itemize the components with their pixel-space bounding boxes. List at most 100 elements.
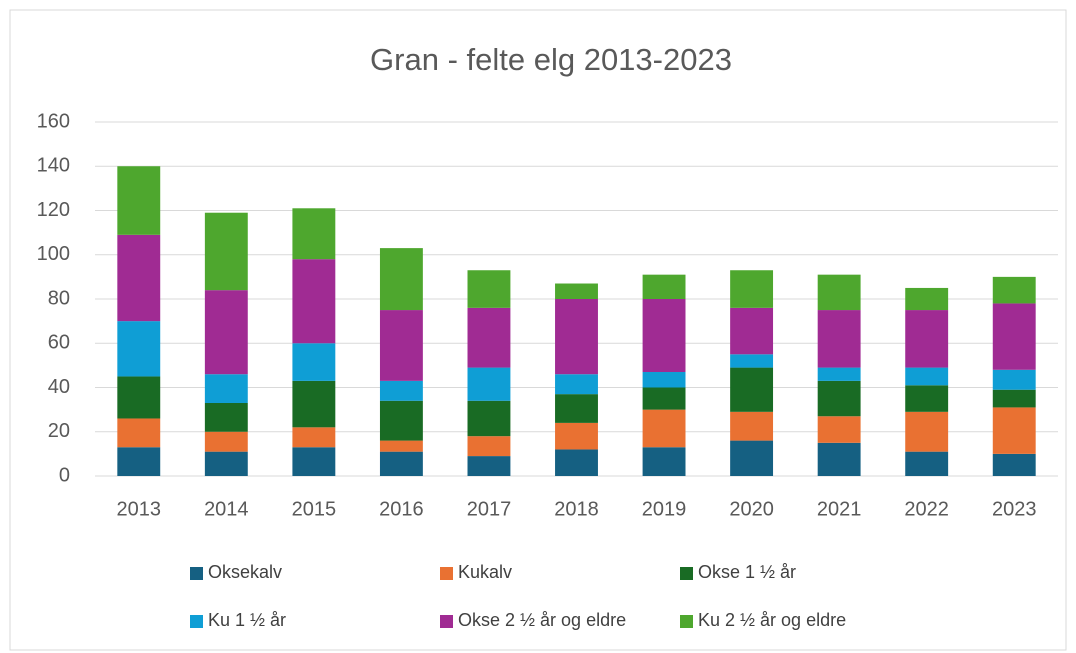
bar-segment: [379, 440, 423, 452]
legend-label: Ku 1 ½ år: [208, 610, 286, 630]
bar-segment: [555, 394, 598, 423]
bar-segment: [467, 456, 511, 476]
bar-segment: [555, 422, 598, 450]
bar-segment: [817, 380, 861, 417]
x-tick-label: 2017: [467, 498, 512, 520]
y-tick-label: 80: [48, 287, 70, 309]
bar-segment: [730, 440, 774, 476]
bar-segment: [467, 270, 511, 308]
x-tick-label: 2020: [729, 498, 774, 520]
bar-segment: [204, 402, 248, 432]
bar-segment: [292, 380, 336, 428]
legend-label: Kukalv: [458, 562, 512, 582]
bar-segment: [730, 354, 774, 368]
legend-swatch: [190, 567, 203, 580]
bar-segment: [905, 411, 949, 452]
y-tick-label: 0: [59, 464, 70, 486]
bar-segment: [992, 303, 1036, 370]
bar-segment: [992, 407, 1036, 454]
bar-segment: [642, 299, 686, 373]
bar-segment: [992, 453, 1036, 476]
chart-title: Gran - felte elg 2013-2023: [370, 42, 732, 77]
x-tick-label: 2015: [292, 498, 337, 520]
x-tick-label: 2021: [817, 498, 862, 520]
bar-segment: [555, 449, 598, 476]
y-tick-label: 40: [48, 376, 70, 398]
bar-segment: [905, 287, 949, 311]
bar-segment: [379, 310, 423, 381]
bar-segment: [292, 343, 336, 381]
bar-segment: [642, 274, 686, 299]
y-tick-label: 60: [48, 332, 70, 354]
x-tick-label: 2019: [642, 498, 687, 520]
bar-segment: [467, 367, 511, 401]
bar-segment: [905, 367, 949, 386]
y-tick-label: 20: [48, 420, 70, 442]
bar-segment: [379, 451, 423, 476]
bar-segment: [117, 321, 161, 377]
bar-segment: [992, 369, 1036, 390]
bar-segment: [292, 208, 336, 260]
legend-label: Oksekalv: [208, 562, 282, 582]
legend-swatch: [440, 615, 453, 628]
bar-segment: [204, 290, 248, 375]
x-tick-label: 2018: [554, 498, 599, 520]
bar-segment: [817, 416, 861, 443]
x-tick-label: 2016: [379, 498, 424, 520]
legend: Oksekalv Kukalv Okse 1 ½ år Ku 1 ½ år Okse 2…: [190, 562, 846, 630]
legend-label: Okse 1 ½ år: [698, 562, 796, 582]
legend-swatch: [680, 615, 693, 628]
x-tick-label: 2014: [204, 498, 249, 520]
bar-segment: [467, 307, 511, 368]
y-tick-label: 120: [37, 199, 70, 221]
bar-segment: [117, 447, 161, 476]
bar-segment: [379, 400, 423, 441]
bar-segment: [730, 307, 774, 355]
bar-segment: [730, 367, 774, 412]
bar-segment: [817, 274, 861, 311]
legend-swatch: [440, 567, 453, 580]
bar-segment: [117, 234, 161, 322]
chart-border: [9, 9, 1067, 651]
bar-segment: [730, 270, 774, 308]
bar-segment: [117, 376, 161, 419]
legend-swatch: [190, 615, 203, 628]
y-tick-label: 100: [37, 243, 70, 265]
bar-segment: [467, 436, 511, 457]
bar-segment: [905, 310, 949, 368]
legend-swatch: [680, 567, 693, 580]
bar-segment: [117, 418, 161, 448]
bar-segment: [992, 389, 1036, 408]
bar-segment: [204, 431, 248, 452]
bar-segment: [817, 367, 861, 381]
bar-segment: [642, 387, 686, 410]
bar-segment: [555, 283, 598, 299]
bar-segment: [642, 447, 686, 476]
bar-segment: [642, 409, 686, 448]
y-tick-label: 160: [37, 110, 70, 132]
legend-label: Okse 2 ½ år og eldre: [458, 610, 626, 630]
bar-segment: [817, 310, 861, 368]
bar-segment: [555, 374, 598, 395]
bar-segment: [292, 259, 336, 344]
bar-segment: [379, 248, 423, 311]
x-tick-label: 2022: [904, 498, 949, 520]
x-tick-label: 2023: [992, 498, 1037, 520]
bar-segment: [905, 451, 949, 476]
bar-segment: [117, 166, 161, 235]
bar-segment: [204, 212, 248, 291]
bar-segment: [817, 442, 861, 476]
legend-label: Ku 2 ½ år og eldre: [698, 610, 846, 630]
bar-segment: [204, 451, 248, 476]
bar-segment: [292, 427, 336, 448]
bar-segment: [642, 372, 686, 388]
x-tick-label: 2013: [117, 498, 162, 520]
bar-segment: [730, 411, 774, 441]
y-tick-label: 140: [37, 155, 70, 177]
bar-segment: [555, 299, 598, 375]
bar-segment: [905, 385, 949, 412]
bar-segment: [467, 400, 511, 437]
bar-segment: [292, 447, 336, 476]
bar-segment: [379, 380, 423, 401]
